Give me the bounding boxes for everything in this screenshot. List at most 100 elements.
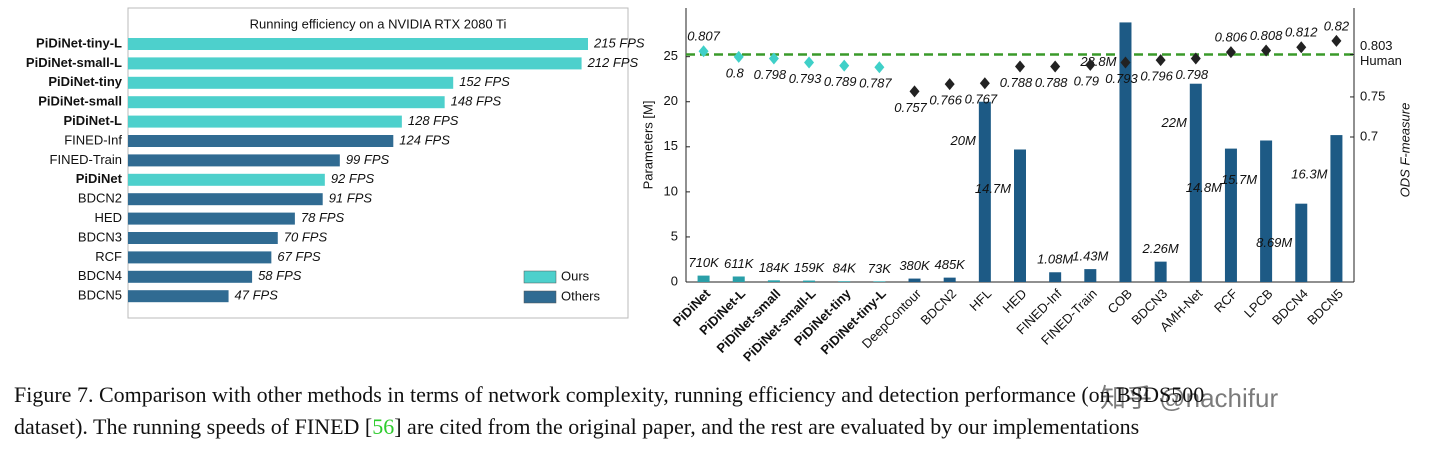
value-label: 15.7M [1221, 172, 1257, 187]
value-label: 124 FPS [399, 132, 450, 147]
bar [908, 278, 921, 282]
value-label: 14.8M [1186, 180, 1222, 195]
value-label: 159K [794, 260, 826, 275]
y-tick-label: PiDiNet-tiny [48, 74, 122, 89]
bar [128, 76, 454, 89]
bar [697, 275, 710, 282]
value-label: 91 FPS [329, 191, 373, 206]
bar [128, 232, 278, 244]
bar [1049, 272, 1062, 282]
y-tick-label: RCF [95, 249, 122, 264]
value-label: 710K [688, 255, 720, 270]
value-label: 0.757 [894, 100, 927, 115]
bar [128, 115, 402, 128]
bar [1154, 261, 1167, 282]
marker [698, 45, 709, 58]
y-tick-label: 0 [671, 273, 678, 288]
value-label: 128 FPS [408, 113, 459, 128]
x-tick-label: RCF [1211, 286, 1241, 316]
watermark: 知乎 @nachifur [1100, 383, 1278, 413]
value-label: 1.43M [1072, 249, 1108, 264]
x-tick-label: BDCN2 [917, 286, 959, 328]
value-label: 215 FPS [593, 35, 645, 50]
y2-tick-label: 0.75 [1360, 88, 1385, 103]
marker [804, 56, 815, 69]
bar [767, 280, 780, 282]
marker [979, 77, 990, 90]
value-label: 14.7M [975, 181, 1011, 196]
marker [839, 59, 850, 72]
bar [128, 154, 340, 167]
value-label: 184K [759, 260, 791, 275]
bar [1224, 148, 1237, 282]
bar [128, 57, 582, 70]
value-label: 0.788 [1000, 75, 1033, 90]
x-tick-label: BDCN4 [1269, 286, 1311, 328]
value-label: 8.69M [1256, 235, 1292, 250]
value-label: 2.26M [1142, 241, 1179, 256]
caption-text: ] are cited from the original paper, and… [394, 414, 1139, 439]
bar [1330, 135, 1343, 282]
y-tick-label: BDCN5 [78, 288, 122, 303]
bar [128, 135, 394, 147]
bar [838, 281, 851, 282]
marker [874, 61, 885, 74]
y-tick-label: PiDiNet-small-L [26, 55, 122, 70]
bar [128, 251, 272, 264]
value-label: 212 FPS [587, 55, 639, 70]
y-tick-label: FINED-Inf [64, 132, 122, 147]
caption-line: Figure 7. Comparison with other methods … [14, 382, 1204, 407]
marker [1120, 56, 1131, 69]
x-tick-label: HED [1000, 286, 1030, 316]
marker [1050, 60, 1061, 73]
y-tick-label: 20 [664, 93, 678, 108]
bar [128, 96, 445, 109]
legend-label: Ours [561, 268, 590, 283]
bar [873, 281, 886, 282]
bar [1189, 83, 1202, 282]
value-label: 0.788 [1035, 75, 1068, 90]
x-tick-label: HFL [966, 286, 994, 314]
value-label: 0.766 [929, 93, 962, 108]
bar [128, 193, 323, 206]
value-label: 99 FPS [346, 152, 390, 167]
marker [944, 78, 955, 91]
y-tick-label: FINED-Train [50, 152, 122, 167]
y-tick-label: HED [95, 210, 122, 225]
value-label: 0.796 [1140, 69, 1173, 84]
value-label: 485K [934, 257, 966, 272]
value-label: 0.806 [1215, 30, 1248, 45]
marker [1225, 46, 1236, 59]
value-label: 70 FPS [284, 229, 328, 244]
x-tick-label: BDCN5 [1304, 286, 1346, 328]
value-label: 0.8 [726, 65, 745, 80]
value-label: 58 FPS [258, 268, 302, 283]
value-label: 0.793 [1105, 71, 1138, 86]
reference-label: Human [1360, 53, 1402, 68]
value-label: 0.82 [1324, 18, 1350, 33]
y-axis-label: Parameters [M] [640, 101, 655, 190]
bar [128, 38, 588, 50]
value-label: 84K [833, 261, 857, 276]
y2-tick-label: 0.803 [1360, 38, 1393, 53]
bar [128, 270, 253, 283]
marker [1015, 60, 1025, 73]
y-tick-label: PiDiNet [76, 171, 123, 186]
value-label: 22M [1160, 115, 1186, 130]
citation: 56 [372, 414, 394, 439]
bar [1260, 140, 1273, 282]
value-label: 152 FPS [459, 74, 510, 89]
legend-swatch [523, 290, 557, 304]
y-tick-label: 10 [664, 183, 678, 198]
marker [1085, 58, 1096, 71]
value-label: 0.807 [687, 29, 720, 44]
legend-swatch [523, 270, 557, 284]
value-label: 28.8M [1079, 54, 1116, 69]
value-label: 73K [868, 261, 892, 276]
value-label: 0.789 [824, 74, 857, 89]
bar [128, 212, 295, 225]
value-label: 67 FPS [277, 249, 321, 264]
y-tick-label: 15 [664, 138, 678, 153]
legend-label: Others [561, 288, 601, 303]
chart-title: Running efficiency on a NVIDIA RTX 2080 … [250, 16, 507, 31]
